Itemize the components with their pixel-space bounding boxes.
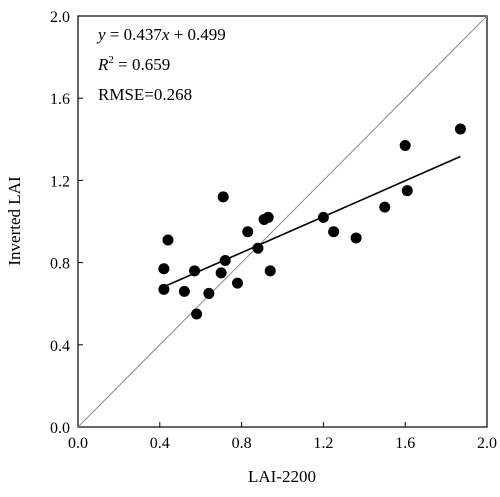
- y-tick-label: 1.6: [50, 91, 70, 108]
- annotation: RMSE=0.268: [98, 85, 192, 104]
- point: [232, 277, 244, 289]
- y-tick-label: 2.0: [50, 9, 70, 26]
- point: [203, 287, 215, 299]
- point: [454, 123, 466, 135]
- point: [158, 283, 170, 295]
- annotation-part: R: [97, 55, 109, 74]
- y-tick-label: 0.8: [50, 256, 70, 273]
- y-tick-label: 0.4: [50, 338, 70, 355]
- point: [189, 265, 201, 277]
- fit-line: [163, 155, 461, 288]
- point: [162, 234, 174, 246]
- y-axis-label: Inverted LAI: [5, 176, 24, 266]
- point: [242, 226, 254, 238]
- point: [191, 308, 203, 320]
- y-tick-label: 1.2: [50, 173, 70, 190]
- annotation: R2 = 0.659: [97, 54, 170, 74]
- point: [264, 265, 276, 277]
- point: [178, 285, 190, 297]
- point: [215, 267, 227, 279]
- x-tick-label: 0.4: [150, 435, 170, 452]
- point: [399, 139, 411, 151]
- annotation-part: = 0.659: [114, 55, 170, 74]
- point: [328, 226, 340, 238]
- annotation: y = 0.437x + 0.499: [96, 25, 226, 44]
- annotation-part: x: [161, 25, 170, 44]
- x-tick-label: 1.6: [395, 435, 415, 452]
- x-tick-label: 0.0: [68, 435, 88, 452]
- point: [252, 242, 264, 254]
- point: [317, 211, 329, 223]
- annotation-part: y: [96, 25, 106, 44]
- point: [262, 211, 274, 223]
- annotation-part: RMSE=0.268: [98, 85, 192, 104]
- plot-frame: [77, 15, 488, 428]
- x-tick-label: 1.2: [313, 435, 333, 452]
- y-tick-label: 0.0: [50, 420, 70, 437]
- x-tick-label: 0.8: [232, 435, 252, 452]
- identity-line: [77, 15, 488, 428]
- annotation-part: 2: [108, 54, 114, 66]
- point: [379, 201, 391, 213]
- point: [401, 185, 413, 197]
- x-axis-label: LAI-2200: [248, 467, 316, 486]
- point: [217, 191, 229, 203]
- annotation-part: = 0.437: [106, 25, 163, 44]
- x-tick-label: 2.0: [477, 435, 497, 452]
- point: [158, 263, 170, 275]
- point: [219, 255, 231, 267]
- annotation-part: + 0.499: [169, 25, 225, 44]
- point: [350, 232, 362, 244]
